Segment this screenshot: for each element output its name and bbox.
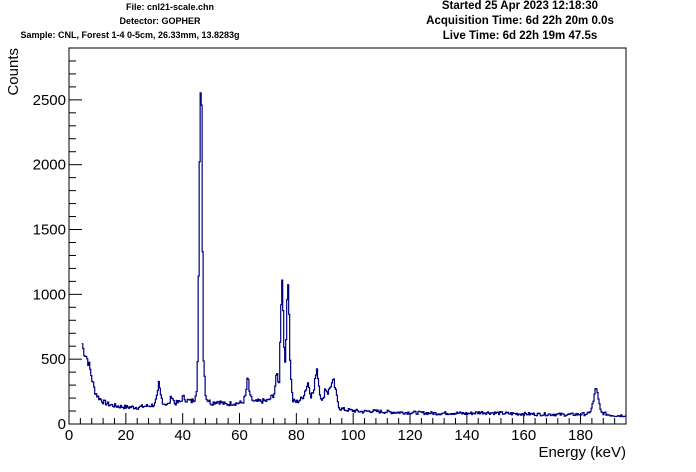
x-tick-label: 180 <box>568 427 593 444</box>
started-label: Started 25 Apr 2023 12:18:30 <box>441 0 599 12</box>
spectrum-line <box>81 92 627 418</box>
detector-label: Detector: GOPHER <box>119 16 201 26</box>
x-axis-title: Energy (keV) <box>538 444 626 461</box>
y-tick-label: 1500 <box>33 222 66 239</box>
y-tick-label: 500 <box>41 351 66 368</box>
x-tick-label: 160 <box>511 427 536 444</box>
y-tick-label: 2500 <box>33 92 66 109</box>
x-tick-label: 80 <box>288 427 305 444</box>
live-time-label: Live Time: 6d 22h 19m 47.5s <box>442 30 598 42</box>
tick-labels: 0 20 40 60 80 100 120 140 160 180 0 500 1000 1500 2000… <box>33 92 593 444</box>
x-tick-label: 0 <box>65 427 73 444</box>
x-tick-label: 20 <box>117 427 134 444</box>
x-tick-label: 40 <box>174 427 191 444</box>
x-tick-label: 140 <box>454 427 479 444</box>
plot-frame <box>68 47 627 425</box>
y-tick-label: 1000 <box>33 286 66 303</box>
x-tick-label: 100 <box>341 427 366 444</box>
x-tick-label: 120 <box>398 427 423 444</box>
y-tick-label: 0 <box>58 416 66 433</box>
acquisition-time-label: Acquisition Time: 6d 22h 20m 0.0s <box>426 15 614 27</box>
axes-ticks <box>68 47 627 425</box>
x-tick-label: 60 <box>231 427 248 444</box>
y-axis-title: Counts <box>5 48 22 96</box>
y-tick-label: 2000 <box>33 157 66 174</box>
sample-label: Sample: CNL, Forest 1-4 0-5cm, 26.33mm, … <box>20 30 240 40</box>
file-label: File: cnl21-scale.chn <box>125 2 215 12</box>
